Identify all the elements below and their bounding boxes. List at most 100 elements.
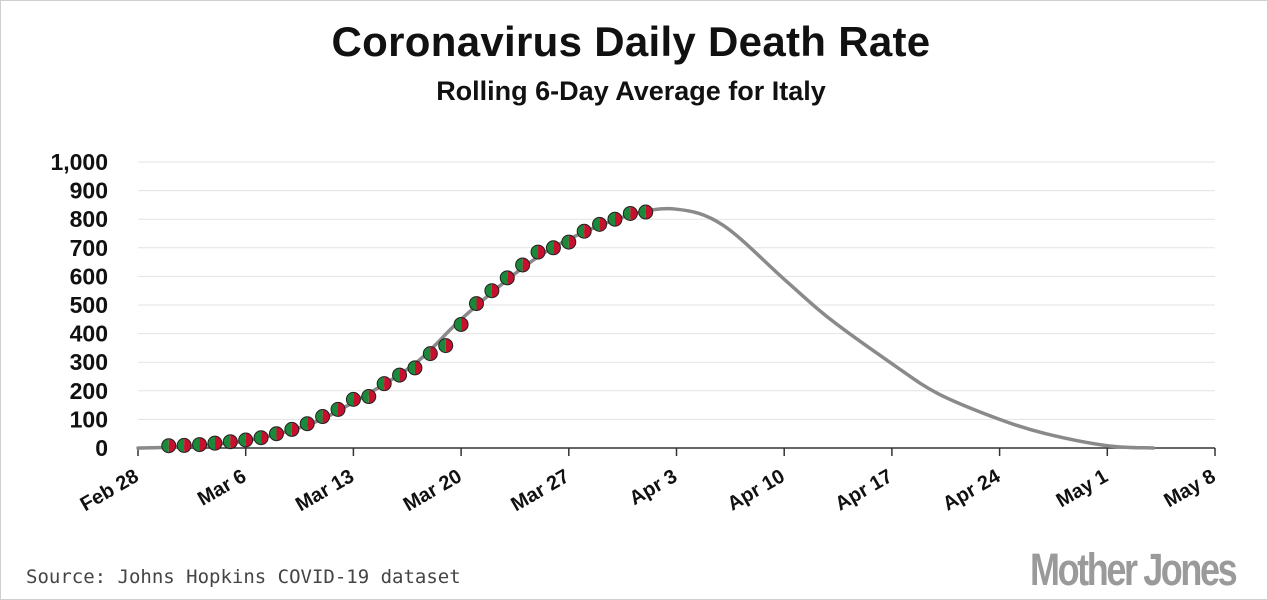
fit-curve-line xyxy=(136,206,1156,450)
data-point-outline xyxy=(238,432,254,448)
data-point xyxy=(468,296,484,312)
x-axis: Feb 28 Mar 6 Mar 13 Mar 20 Mar 27 Apr 3 Apr 10… xyxy=(77,447,1220,516)
data-point-red-half xyxy=(399,368,407,383)
data-point-red-half xyxy=(384,376,392,391)
data-point-red-half xyxy=(568,235,576,250)
data-point xyxy=(392,367,408,383)
x-tick-label: Mar 13 xyxy=(292,465,358,516)
data-point-outline xyxy=(592,216,608,232)
data-point-green-half xyxy=(254,430,262,445)
data-point-red-half xyxy=(230,434,238,449)
data-point xyxy=(192,437,208,453)
data-point-outline xyxy=(561,234,577,250)
data-point-outline xyxy=(222,434,238,450)
data-point-outline xyxy=(361,389,377,405)
data-point-outline xyxy=(515,257,531,273)
x-tick-label: May 8 xyxy=(1160,465,1219,512)
data-point-red-half xyxy=(538,245,546,260)
x-tick-label: Apr 24 xyxy=(939,465,1005,516)
data-point-green-half xyxy=(377,376,385,391)
x-tick-label: Apr 10 xyxy=(724,465,789,515)
data-point-green-half xyxy=(177,438,185,453)
y-tick-label: 1,000 xyxy=(50,149,108,175)
data-point-outline xyxy=(622,205,638,221)
data-point-red-half xyxy=(322,409,330,424)
data-point xyxy=(299,416,315,432)
x-tick-label: Mar 27 xyxy=(507,465,573,516)
data-point-green-half xyxy=(392,368,400,383)
data-point-green-half xyxy=(638,205,646,220)
chart-subtitle: Rolling 6-Day Average for Italy xyxy=(436,76,826,106)
data-point-green-half xyxy=(484,283,492,298)
data-point-green-half xyxy=(561,235,569,250)
data-point xyxy=(238,432,254,448)
data-point-green-half xyxy=(192,437,200,452)
data-point-red-half xyxy=(291,422,299,437)
data-point-green-half xyxy=(238,432,246,447)
data-point-green-half xyxy=(546,240,554,255)
y-tick-label: 500 xyxy=(70,292,108,318)
data-point xyxy=(207,435,223,451)
data-point xyxy=(515,257,531,273)
data-point xyxy=(622,205,638,221)
data-point xyxy=(607,211,623,227)
data-point-green-half xyxy=(284,422,292,437)
data-point xyxy=(284,421,300,437)
data-point-outline xyxy=(345,391,361,407)
data-point-red-half xyxy=(307,416,315,431)
data-point xyxy=(576,223,592,239)
data-point-green-half xyxy=(592,217,600,232)
data-point-outline xyxy=(468,296,484,312)
data-point-green-half xyxy=(207,436,215,451)
data-point-green-half xyxy=(315,409,323,424)
fit-curve xyxy=(136,206,1156,450)
data-point xyxy=(422,346,438,362)
chart-title: Coronavirus Daily Death Rate xyxy=(331,18,931,65)
data-point-outline xyxy=(407,360,423,376)
y-tick-label: 900 xyxy=(70,178,108,204)
data-point-outline xyxy=(607,211,623,227)
data-point-outline xyxy=(438,338,454,354)
data-point xyxy=(330,401,346,417)
data-point-green-half xyxy=(454,317,462,332)
data-point-outline xyxy=(499,270,515,286)
data-point-red-half xyxy=(261,430,269,445)
data-point-green-half xyxy=(515,257,523,272)
data-point xyxy=(438,338,454,354)
data-point-green-half xyxy=(423,346,431,361)
data-point-outline xyxy=(530,244,546,260)
x-tick-label: Feb 28 xyxy=(77,465,143,516)
x-tick-label: May 1 xyxy=(1053,465,1112,512)
data-point-red-half xyxy=(199,437,207,452)
data-point xyxy=(376,376,392,392)
data-point-outline xyxy=(176,437,192,453)
data-point-red-half xyxy=(491,283,499,298)
y-tick-label: 300 xyxy=(70,349,108,375)
data-point-green-half xyxy=(438,338,446,353)
data-point-outline xyxy=(422,346,438,362)
data-point-outline xyxy=(192,437,208,453)
data-point-green-half xyxy=(407,360,415,375)
data-point-red-half xyxy=(461,317,469,332)
data-point-red-half xyxy=(645,205,653,220)
data-point-red-half xyxy=(476,296,484,311)
mother-jones-logo: Mother Jones xyxy=(1030,544,1238,595)
y-tick-label: 100 xyxy=(70,406,108,432)
data-point-red-half xyxy=(630,206,638,221)
data-point-outline xyxy=(453,316,469,332)
data-point-red-half xyxy=(214,436,222,451)
data-point-green-half xyxy=(607,212,615,227)
data-point-green-half xyxy=(577,224,585,239)
data-point-green-half xyxy=(269,426,277,441)
data-point-red-half xyxy=(553,240,561,255)
data-point xyxy=(345,391,361,407)
data-point-outline xyxy=(576,223,592,239)
data-point-red-half xyxy=(584,224,592,239)
data-point-red-half xyxy=(507,270,515,285)
data-point-outline xyxy=(330,401,346,417)
y-tick-label: 200 xyxy=(70,378,108,404)
data-point-green-half xyxy=(331,402,339,417)
data-point-green-half xyxy=(161,438,169,453)
data-point xyxy=(592,216,608,232)
